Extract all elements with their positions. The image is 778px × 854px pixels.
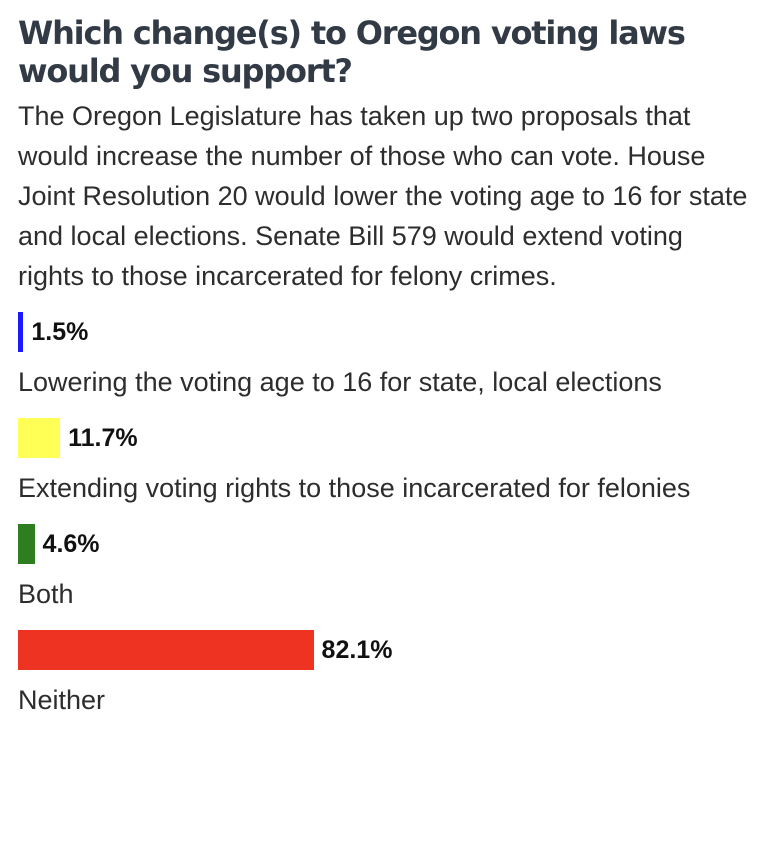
poll-widget: Which change(s) to Oregon voting laws wo… xyxy=(18,14,748,736)
poll-result-bar-row: 82.1% xyxy=(18,630,748,670)
poll-result-bar xyxy=(18,312,24,352)
poll-result-bar xyxy=(18,630,314,670)
poll-description: The Oregon Legislature has taken up two … xyxy=(18,101,748,291)
poll-result-percent: 1.5% xyxy=(31,317,89,346)
poll-answer-label: Extending voting rights to those incarce… xyxy=(18,473,691,503)
poll-result-item: 82.1% Neither xyxy=(18,630,748,720)
poll-result-bar xyxy=(18,418,61,458)
poll-result-bar-row: 1.5% xyxy=(18,312,748,352)
poll-result-bar xyxy=(18,524,35,564)
poll-result-bar-row: 4.6% xyxy=(18,524,748,564)
poll-result-percent: 11.7% xyxy=(68,423,138,452)
poll-answer-label: Both xyxy=(18,579,74,609)
poll-results: 1.5% Lowering the voting age to 16 for st… xyxy=(18,312,748,720)
poll-result-percent: 4.6% xyxy=(42,529,100,558)
poll-result-item: 4.6% Both xyxy=(18,524,748,614)
poll-result-item: 11.7% Extending voting rights to those in… xyxy=(18,418,748,508)
poll-title: Which change(s) to Oregon voting laws wo… xyxy=(18,14,686,90)
poll-answer-label: Neither xyxy=(18,685,106,715)
poll-result-percent: 82.1% xyxy=(321,635,393,664)
poll-result-bar-row: 11.7% xyxy=(18,418,748,458)
poll-result-item: 1.5% Lowering the voting age to 16 for st… xyxy=(18,312,748,402)
poll-answer-label: Lowering the voting age to 16 for state,… xyxy=(18,367,662,397)
